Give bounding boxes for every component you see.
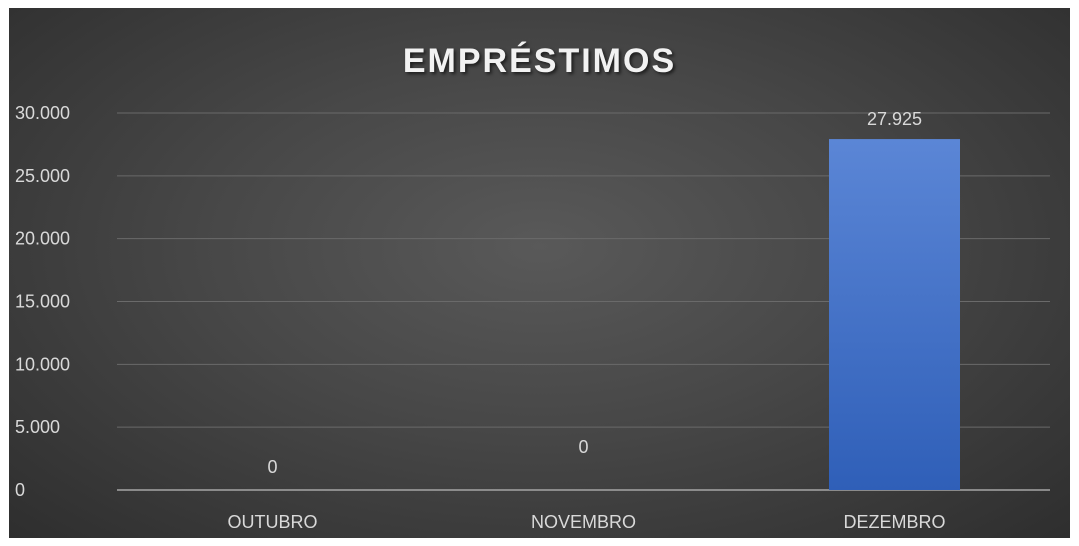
- data-label: 0: [267, 457, 277, 477]
- bar-chart: 0 5.000 10.000 15.000 20.000 25.000 30.000 OUTU…: [15, 103, 1050, 532]
- y-tick-label: 25.000: [15, 166, 70, 186]
- chart-title: EMPRÉSTIMOS: [402, 42, 677, 80]
- x-tick-label: OUTUBRO: [228, 512, 318, 532]
- data-label: 27.925: [867, 109, 922, 129]
- y-tick-label: 15.000: [15, 292, 70, 312]
- y-tick-label: 30.000: [15, 103, 70, 123]
- y-tick-label: 0: [15, 480, 25, 500]
- data-label: 0: [578, 437, 588, 457]
- chart-frame: EMPRÉSTIMOS 0 5.000 10.000 15.000 20.000 25.0…: [9, 8, 1070, 538]
- x-tick-label: NOVEMBRO: [531, 512, 636, 532]
- y-tick-label: 5.000: [15, 417, 60, 437]
- x-tick-label: DEZEMBRO: [843, 512, 945, 532]
- y-tick-label: 10.000: [15, 354, 70, 374]
- bar: [829, 139, 960, 490]
- y-tick-label: 20.000: [15, 229, 70, 249]
